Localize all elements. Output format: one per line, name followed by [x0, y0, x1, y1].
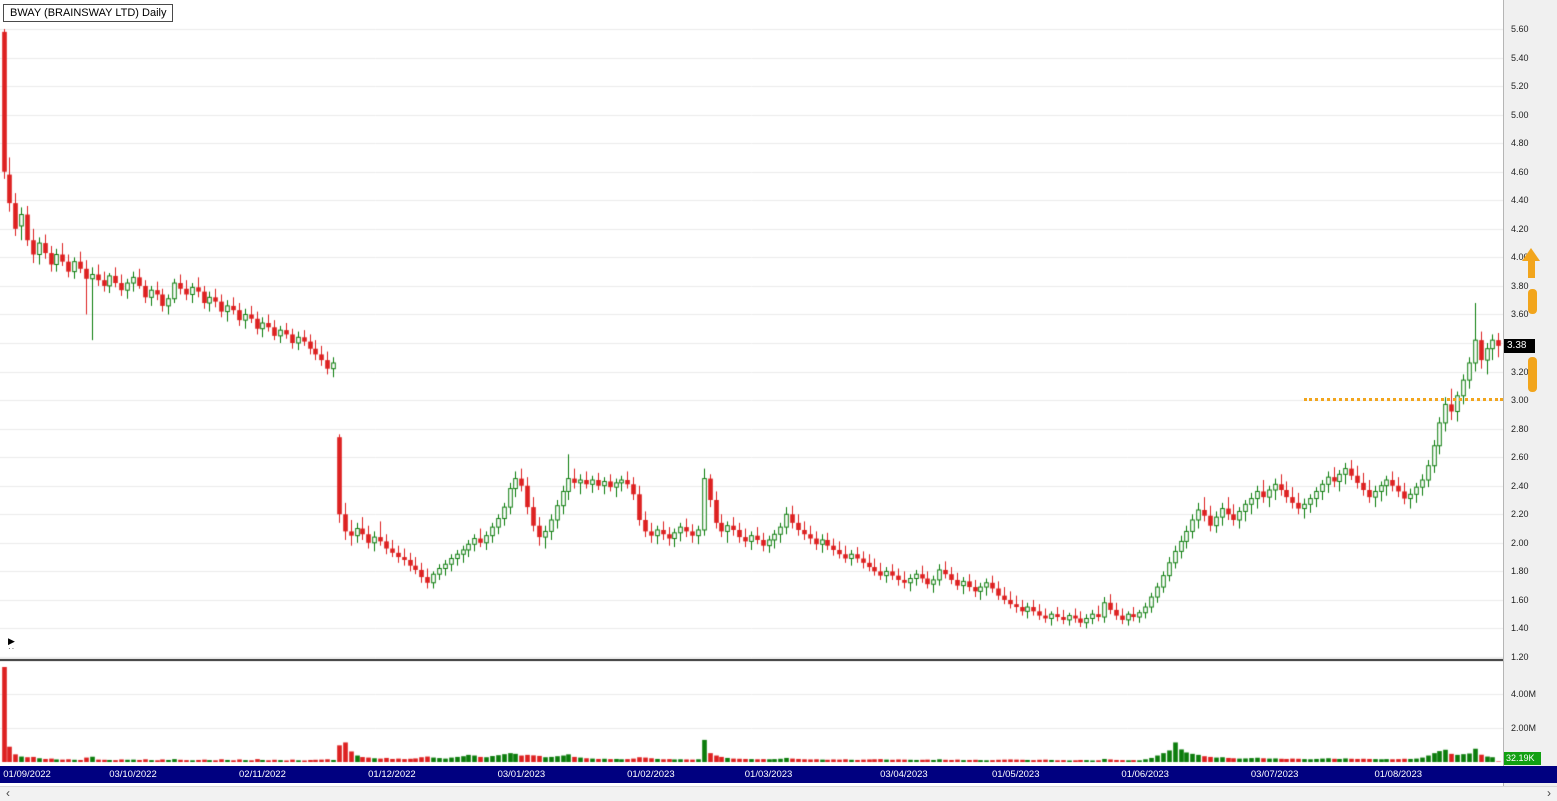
volume-tick-label: 2.00M	[1511, 723, 1537, 733]
play-icon: ▶	[8, 636, 15, 646]
axis-bar-marker[interactable]	[1528, 357, 1537, 392]
marker-dots: ··	[8, 644, 16, 653]
price-tick-label: 5.20	[1511, 81, 1529, 92]
date-tick-label: 01/08/2023	[1374, 769, 1423, 780]
date-axis-bar[interactable]: 01/09/2022 03/10/2022 02/11/2022 01/12/2022…	[0, 766, 1557, 783]
price-tick-label: 5.60	[1511, 24, 1529, 34]
price-tick-label: 4.00	[1511, 252, 1529, 263]
date-tick-label: 03/04/2023	[880, 769, 928, 780]
arrow-up-marker[interactable]	[1522, 248, 1540, 279]
price-tick-label: 1.60	[1511, 594, 1529, 605]
date-tick-label: 01/05/2023	[991, 769, 1040, 780]
scroll-left-arrow-icon[interactable]: ‹	[6, 786, 10, 800]
price-tick-label: 5.00	[1511, 109, 1529, 120]
date-tick-label: 03/07/2023	[1250, 769, 1299, 780]
price-tick-label: 2.60	[1511, 452, 1529, 463]
chart-area: BWAY (BRAINSWAY LTD) Daily ▶ ··	[0, 0, 1503, 766]
date-tick-label: 01/03/2023	[744, 769, 793, 780]
date-tick-label: 03/10/2022	[109, 769, 157, 780]
horizontal-dotted-annotation-line[interactable]	[1304, 398, 1503, 402]
scroll-right-arrow-icon[interactable]: ›	[1547, 786, 1551, 800]
price-tick-label: 1.20	[1511, 652, 1529, 662]
date-tick-label: 02/11/2022	[239, 769, 286, 780]
price-tick-label: 4.60	[1511, 166, 1529, 177]
date-tick-label: 01/02/2023	[627, 769, 675, 780]
date-tick-label: 01/06/2023	[1121, 769, 1169, 780]
price-tick-label: 1.40	[1511, 623, 1529, 634]
price-tick-label: 4.20	[1511, 223, 1529, 234]
price-axis-panel[interactable]: 3.38 32.19K 5.60 5.40 5.20 5.00 4.80 4.60 4.40…	[1503, 0, 1557, 786]
horizontal-scrollbar[interactable]: ‹ ›	[0, 786, 1557, 801]
date-tick-label: 03/01/2023	[497, 769, 546, 780]
price-tick-label: 3.60	[1511, 309, 1529, 320]
price-tick-label: 5.40	[1511, 52, 1529, 63]
price-tick-label: 1.80	[1511, 566, 1529, 577]
price-tick-label: 2.40	[1511, 480, 1529, 491]
symbol-title: BWAY (BRAINSWAY LTD) Daily	[10, 7, 167, 19]
price-tick-label: 2.00	[1511, 537, 1529, 548]
panel-collapse-marker[interactable]: ▶ ··	[8, 636, 16, 653]
price-tick-label: 3.80	[1511, 280, 1529, 291]
last-price-tag: 3.38	[1504, 338, 1535, 353]
arrow-stem	[1527, 261, 1535, 279]
price-tick-label: 2.20	[1511, 509, 1529, 520]
candlestick-chart[interactable]	[0, 0, 1503, 766]
last-volume-badge: 32.19K	[1504, 752, 1541, 765]
price-tick-label: 3.20	[1511, 366, 1529, 377]
price-tick-label: 4.40	[1511, 195, 1529, 206]
volume-tick-label: 4.00M	[1511, 689, 1537, 699]
date-tick-label: 01/12/2022	[368, 769, 416, 780]
date-tick-label: 01/09/2022	[3, 769, 51, 780]
price-tick-label: 4.80	[1511, 138, 1529, 149]
axis-bar-marker[interactable]	[1528, 288, 1537, 315]
arrow-up-icon	[1522, 248, 1540, 262]
price-tick-label: 2.80	[1511, 423, 1529, 434]
symbol-title-box: BWAY (BRAINSWAY LTD) Daily	[3, 4, 174, 22]
price-tick-label: 3.00	[1511, 395, 1529, 406]
